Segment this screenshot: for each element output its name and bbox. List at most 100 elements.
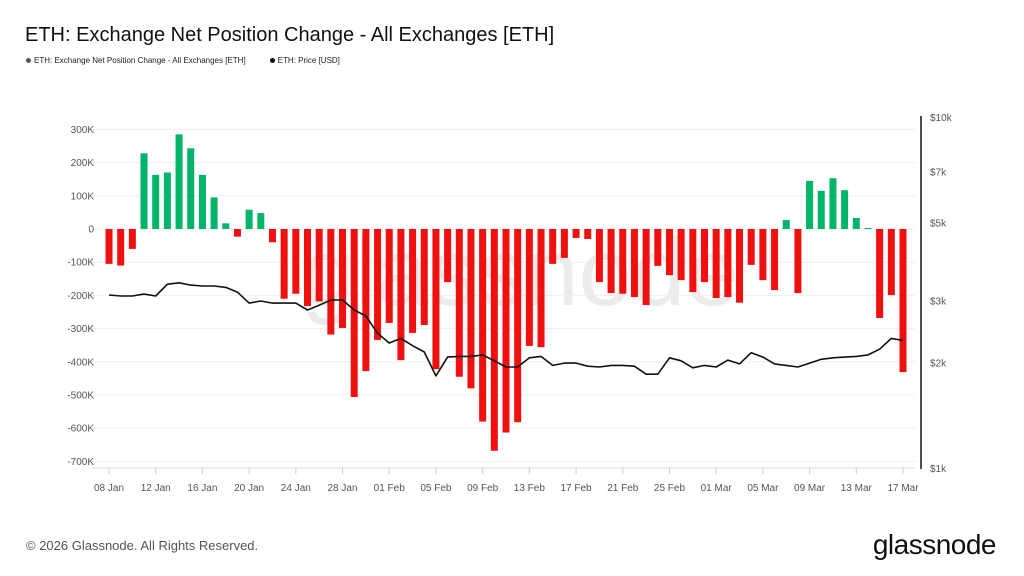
glassnode-logo: glassnode [872,529,997,560]
x-tick-label: 13 Feb [514,483,546,494]
bar [502,229,510,433]
bar [245,209,253,229]
x-tick-label: 21 Feb [607,483,639,494]
bar [257,213,265,229]
bar [747,229,755,265]
bar [420,229,428,325]
bar [175,134,183,229]
y-right-tick-label: $3k [930,297,947,308]
x-tick-label: 12 Jan [141,483,171,494]
y-tick-label: -200K [67,291,94,302]
bar [432,229,440,370]
bar [782,220,790,229]
bar [794,229,802,294]
bar [595,229,603,283]
copyright-text: © 2026 Glassnode. All Rights Reserved. [26,538,259,553]
x-tick-label: 16 Jan [187,483,217,494]
y-right-tick-label: $1k [930,464,947,475]
y-tick-label: 300K [71,125,95,136]
legend-dot-icon [269,58,275,63]
bar [665,229,673,276]
bar [350,229,358,397]
bar [806,180,814,229]
bar [525,229,533,346]
bar [876,229,884,318]
bar [280,229,288,299]
y-tick-label: 200K [71,158,95,169]
bar [701,229,708,283]
y-right-tick-label: $2k [930,358,947,369]
bar [315,229,323,302]
y-tick-label: -100K [67,258,94,269]
bar [128,229,136,249]
x-tick-label: 20 Jan [234,483,264,494]
y-tick-label: -700K [67,457,94,468]
legend-label: ETH: Price [USD] [277,56,340,65]
bar [327,229,335,335]
legend-dot-icon [26,58,31,63]
bar [607,229,615,294]
bar [233,229,241,237]
bar [549,229,557,264]
bar [362,229,370,372]
x-tick-label: 13 Mar [841,483,873,494]
bar [852,218,860,229]
bar [642,229,650,306]
legend-item-price[interactable]: ETH: Price [USD] [269,56,340,65]
y-right-tick-label: $7k [930,167,947,178]
chart-title: ETH: Exchange Net Position Change - All … [25,24,555,46]
bar [724,229,732,298]
bar [584,229,592,239]
legend-label: ETH: Exchange Net Position Change - All … [34,56,246,65]
bar [397,229,405,361]
bar [444,229,452,283]
legend-item-net-position[interactable]: ETH: Exchange Net Position Change - All … [26,56,246,65]
bar [514,229,522,423]
x-tick-label: 17 Feb [560,483,592,494]
bar [163,172,171,229]
x-tick-label: 01 Feb [374,483,406,494]
bar [198,174,206,229]
x-tick-label: 24 Jan [281,483,311,494]
bar [117,229,125,266]
bar [654,229,662,266]
bar [572,229,580,238]
bar [152,174,160,229]
bar [899,229,907,373]
bar [490,229,498,451]
x-tick-label: 28 Jan [328,483,358,494]
bar [537,229,545,348]
bar [817,190,825,229]
x-tick-label: 01 Mar [701,483,733,494]
bar [140,153,148,229]
bar [619,229,627,294]
bar [304,229,311,307]
bar [222,223,230,229]
bar [771,229,779,291]
legend: ETH: Exchange Net Position Change - All … [26,56,340,65]
y-tick-label: -300K [67,324,94,335]
bar [736,229,744,303]
x-tick-label: 25 Feb [654,483,686,494]
price-line [108,281,904,377]
y-tick-label: 100K [71,191,95,202]
bar [455,229,463,377]
x-tick-label: 05 Feb [420,483,452,494]
x-tick-label: 17 Mar [887,483,919,494]
bar [841,190,849,229]
bar [829,178,837,229]
x-tick-label: 09 Feb [467,483,499,494]
bar [339,229,347,328]
x-tick-label: 08 Jan [94,483,124,494]
bar [479,229,487,422]
y-tick-label: -500K [67,391,94,402]
y-tick-label: 0 [88,225,94,236]
bar [712,229,720,299]
bar [374,229,382,340]
bar [467,229,475,389]
bar [887,229,895,296]
bar [409,229,417,333]
bar [689,229,697,293]
bar [268,229,276,243]
